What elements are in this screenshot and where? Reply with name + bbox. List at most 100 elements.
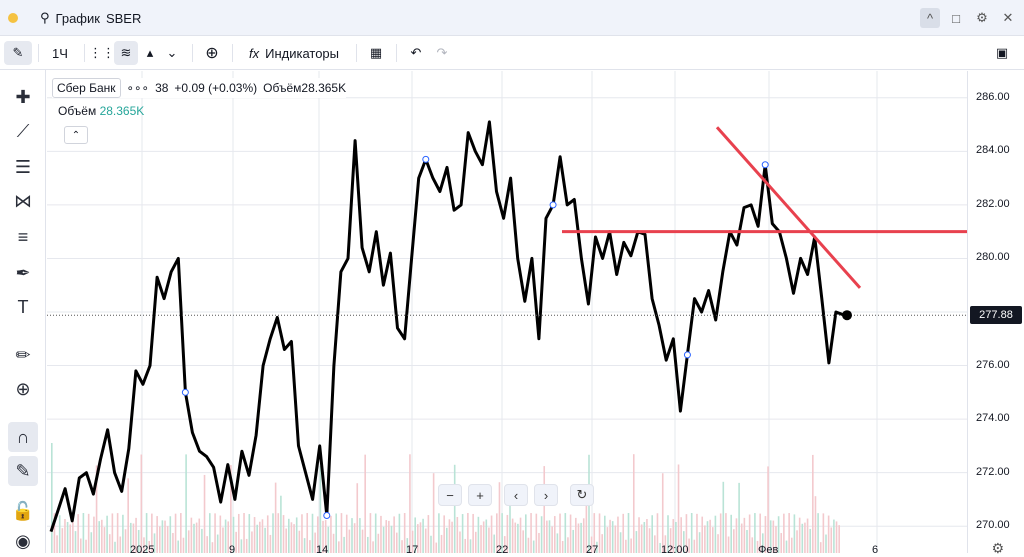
crosshair-icon[interactable]: ✚ (15, 86, 31, 107)
volume-bar (377, 533, 380, 553)
event-marker (761, 161, 769, 169)
volume-bar (190, 517, 193, 553)
title-ticker: SBER (105, 10, 142, 26)
gear-icon[interactable]: ⚙ (976, 10, 988, 25)
volume-bar (435, 542, 438, 553)
title-prefix: График (55, 10, 100, 26)
volume-bar (382, 526, 385, 553)
price-chart[interactable] (47, 71, 967, 553)
volume-bar (493, 534, 495, 553)
volume-bar (177, 540, 179, 553)
lock-drawing-icon[interactable]: ✎ (8, 456, 38, 486)
chevron-down-icon[interactable]: ⌄ (166, 45, 178, 60)
zoom-icon[interactable]: ⊕ (15, 378, 31, 399)
volume-bar (788, 513, 790, 553)
area-chart-icon[interactable]: ▴ (146, 45, 154, 60)
indicators-button[interactable]: fx Индикаторы (242, 41, 346, 65)
scroll-right-button[interactable]: › (534, 484, 558, 506)
event-marker (549, 201, 557, 209)
volume-bar (743, 517, 746, 553)
volume-bar (398, 513, 401, 553)
camera-icon[interactable]: ▣ (995, 45, 1009, 60)
price-axis[interactable]: 286.00284.00282.00280.00278.00276.00274.… (967, 71, 1024, 553)
close-icon[interactable]: ✕ (1002, 10, 1014, 25)
lock-icon[interactable]: 🔓 (11, 500, 35, 521)
line-chart-icon[interactable]: ≋ (114, 41, 138, 65)
undo-icon[interactable]: ↶ (410, 45, 422, 60)
volume-bar (706, 521, 709, 553)
layout-grid-icon[interactable]: ▦ (369, 45, 383, 60)
candles-icon[interactable]: ⋮⋮ (89, 45, 115, 60)
volume-bar (290, 522, 293, 553)
volume-bar (812, 454, 814, 553)
volume-bar (330, 515, 332, 553)
brush-icon[interactable]: ✒ (15, 262, 31, 283)
volume-bar (66, 522, 69, 553)
volume-bar (166, 526, 169, 553)
fib-icon[interactable]: ≡ (17, 226, 29, 247)
volume-bar (727, 536, 730, 553)
volume-bar (119, 536, 122, 553)
volume-bar (582, 518, 585, 553)
volume-bar (195, 522, 198, 553)
volume-bar (64, 519, 66, 553)
compare-plus-icon[interactable]: ⊕ (205, 45, 219, 62)
settings-gear-icon[interactable]: ⚙ (991, 540, 1004, 556)
volume-bar (685, 514, 688, 553)
volume-bar (82, 513, 85, 553)
volume-bar (625, 539, 627, 553)
volume-bar (211, 542, 214, 553)
volume-bar (390, 525, 393, 553)
window-title[interactable]: ⚲ График SBER (40, 10, 141, 26)
volume-bar (198, 518, 201, 553)
horizontal-lines-icon[interactable]: ☰ (14, 156, 32, 177)
collapse-icon[interactable]: ^ (920, 8, 940, 28)
search-icon: ⚲ (40, 10, 50, 25)
volume-bar (496, 513, 498, 553)
volume-bar (98, 521, 100, 553)
indicators-label: Индикаторы (265, 45, 340, 61)
volume-bar (717, 534, 719, 553)
volume-bar (272, 513, 274, 553)
volume-bar (532, 540, 535, 553)
instrument-name[interactable]: Сбер Банк (52, 78, 121, 98)
volume-bar (361, 529, 364, 553)
legend-menu-icon[interactable]: ∘∘∘ (126, 81, 150, 95)
volume-bar (422, 518, 424, 553)
reset-button[interactable]: ↻ (570, 484, 594, 506)
volume-bar (772, 520, 775, 553)
pattern-icon[interactable]: ⋈ (14, 190, 32, 211)
volume-bar (269, 534, 272, 553)
volume-bar (672, 519, 675, 553)
pencil-icon[interactable]: ✎ (4, 41, 32, 65)
volume-bar (819, 542, 822, 553)
zoom-out-button[interactable]: − (438, 484, 462, 506)
volume-bar (722, 481, 725, 553)
volume-bar (485, 519, 488, 553)
volume-bar (348, 529, 351, 553)
legend-volume: Объём 28.365K (58, 104, 144, 118)
trendline-icon[interactable]: ⟋ (16, 120, 30, 141)
zoom-in-button[interactable]: + (468, 484, 492, 506)
chart-toolbar: ✎ 1Ч ⋮⋮ ≋ ▴ ⌄ ⊕ fx Индикаторы ▦ ↶ ↷ ▣ (0, 36, 1024, 70)
magnet-icon[interactable]: ∩ (8, 422, 38, 452)
volume-bar (316, 516, 319, 553)
volume-bar (145, 513, 148, 553)
chart-navigation: − + ‹ › ↻ (438, 484, 594, 506)
interval-button[interactable]: 1Ч (52, 45, 68, 61)
volume-bar (567, 537, 569, 553)
volume-bar (683, 531, 685, 553)
ruler-icon[interactable]: ✏ (15, 344, 31, 365)
legend-collapse-button[interactable]: ⌃ (64, 126, 88, 144)
eye-icon[interactable]: ◉ (15, 530, 31, 551)
text-icon[interactable]: T (17, 296, 29, 317)
volume-bar (180, 513, 182, 553)
volume-bar (417, 524, 419, 553)
volume-bar (182, 537, 185, 553)
redo-icon[interactable]: ↷ (436, 45, 448, 60)
volume-bar (264, 527, 266, 553)
volume-bar (93, 516, 95, 553)
volume-bar (725, 513, 727, 553)
scroll-left-button[interactable]: ‹ (504, 484, 528, 506)
maximize-icon[interactable]: □ (952, 10, 960, 26)
